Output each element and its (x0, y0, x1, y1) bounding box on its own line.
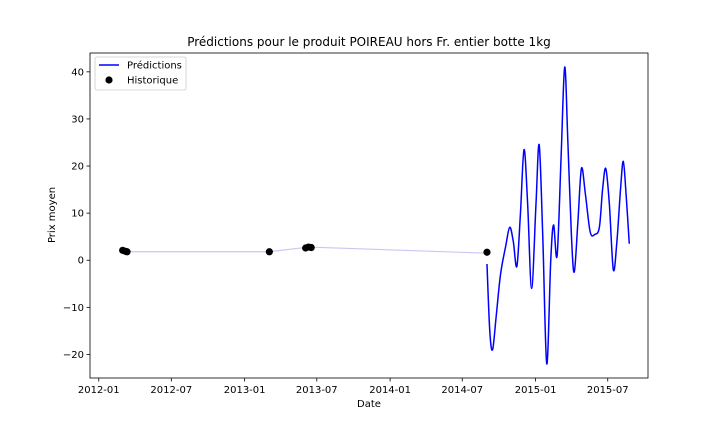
y-tick-label: 10 (71, 209, 84, 220)
y-tick-label: 0 (78, 256, 84, 267)
x-tick-label: 2013-01 (224, 385, 266, 396)
x-tick-label: 2014-01 (369, 385, 411, 396)
legend-history-label: Historique (127, 76, 178, 87)
y-tick-label: −20 (63, 350, 84, 361)
x-tick-label: 2015-01 (515, 385, 557, 396)
x-tick-label: 2013-07 (296, 385, 338, 396)
legend-predictions-label: Prédictions (127, 60, 182, 72)
chart-title: Prédictions pour le produit POIREAU hors… (187, 35, 551, 49)
x-tick-label: 2014-07 (441, 385, 483, 396)
predictions-line (486, 66, 631, 365)
x-axis-title: Date (357, 399, 381, 410)
x-tick-label: 2015-07 (587, 385, 629, 396)
plot-frame (89, 52, 649, 379)
legend-history-swatch (105, 76, 113, 84)
history-point (265, 248, 273, 256)
y-tick-label: 40 (71, 67, 84, 78)
series-layer (119, 66, 631, 365)
x-axis: 2012-01 2012-07 2013-01 2013-07 2014-01 2014-… (78, 378, 629, 396)
x-tick-label: 2012-01 (78, 385, 120, 396)
y-tick-label: 30 (71, 114, 84, 125)
y-tick-label: 20 (71, 162, 84, 173)
legend: Prédictions Historique (94, 56, 187, 91)
y-axis-title: Prix moyen (47, 187, 58, 243)
history-point (123, 248, 131, 256)
history-point (307, 243, 315, 252)
y-axis: −20 −10 0 10 20 30 40 (63, 67, 90, 361)
y-tick-label: −10 (63, 303, 84, 314)
history-point (483, 248, 491, 256)
x-tick-label: 2012-07 (150, 385, 192, 396)
